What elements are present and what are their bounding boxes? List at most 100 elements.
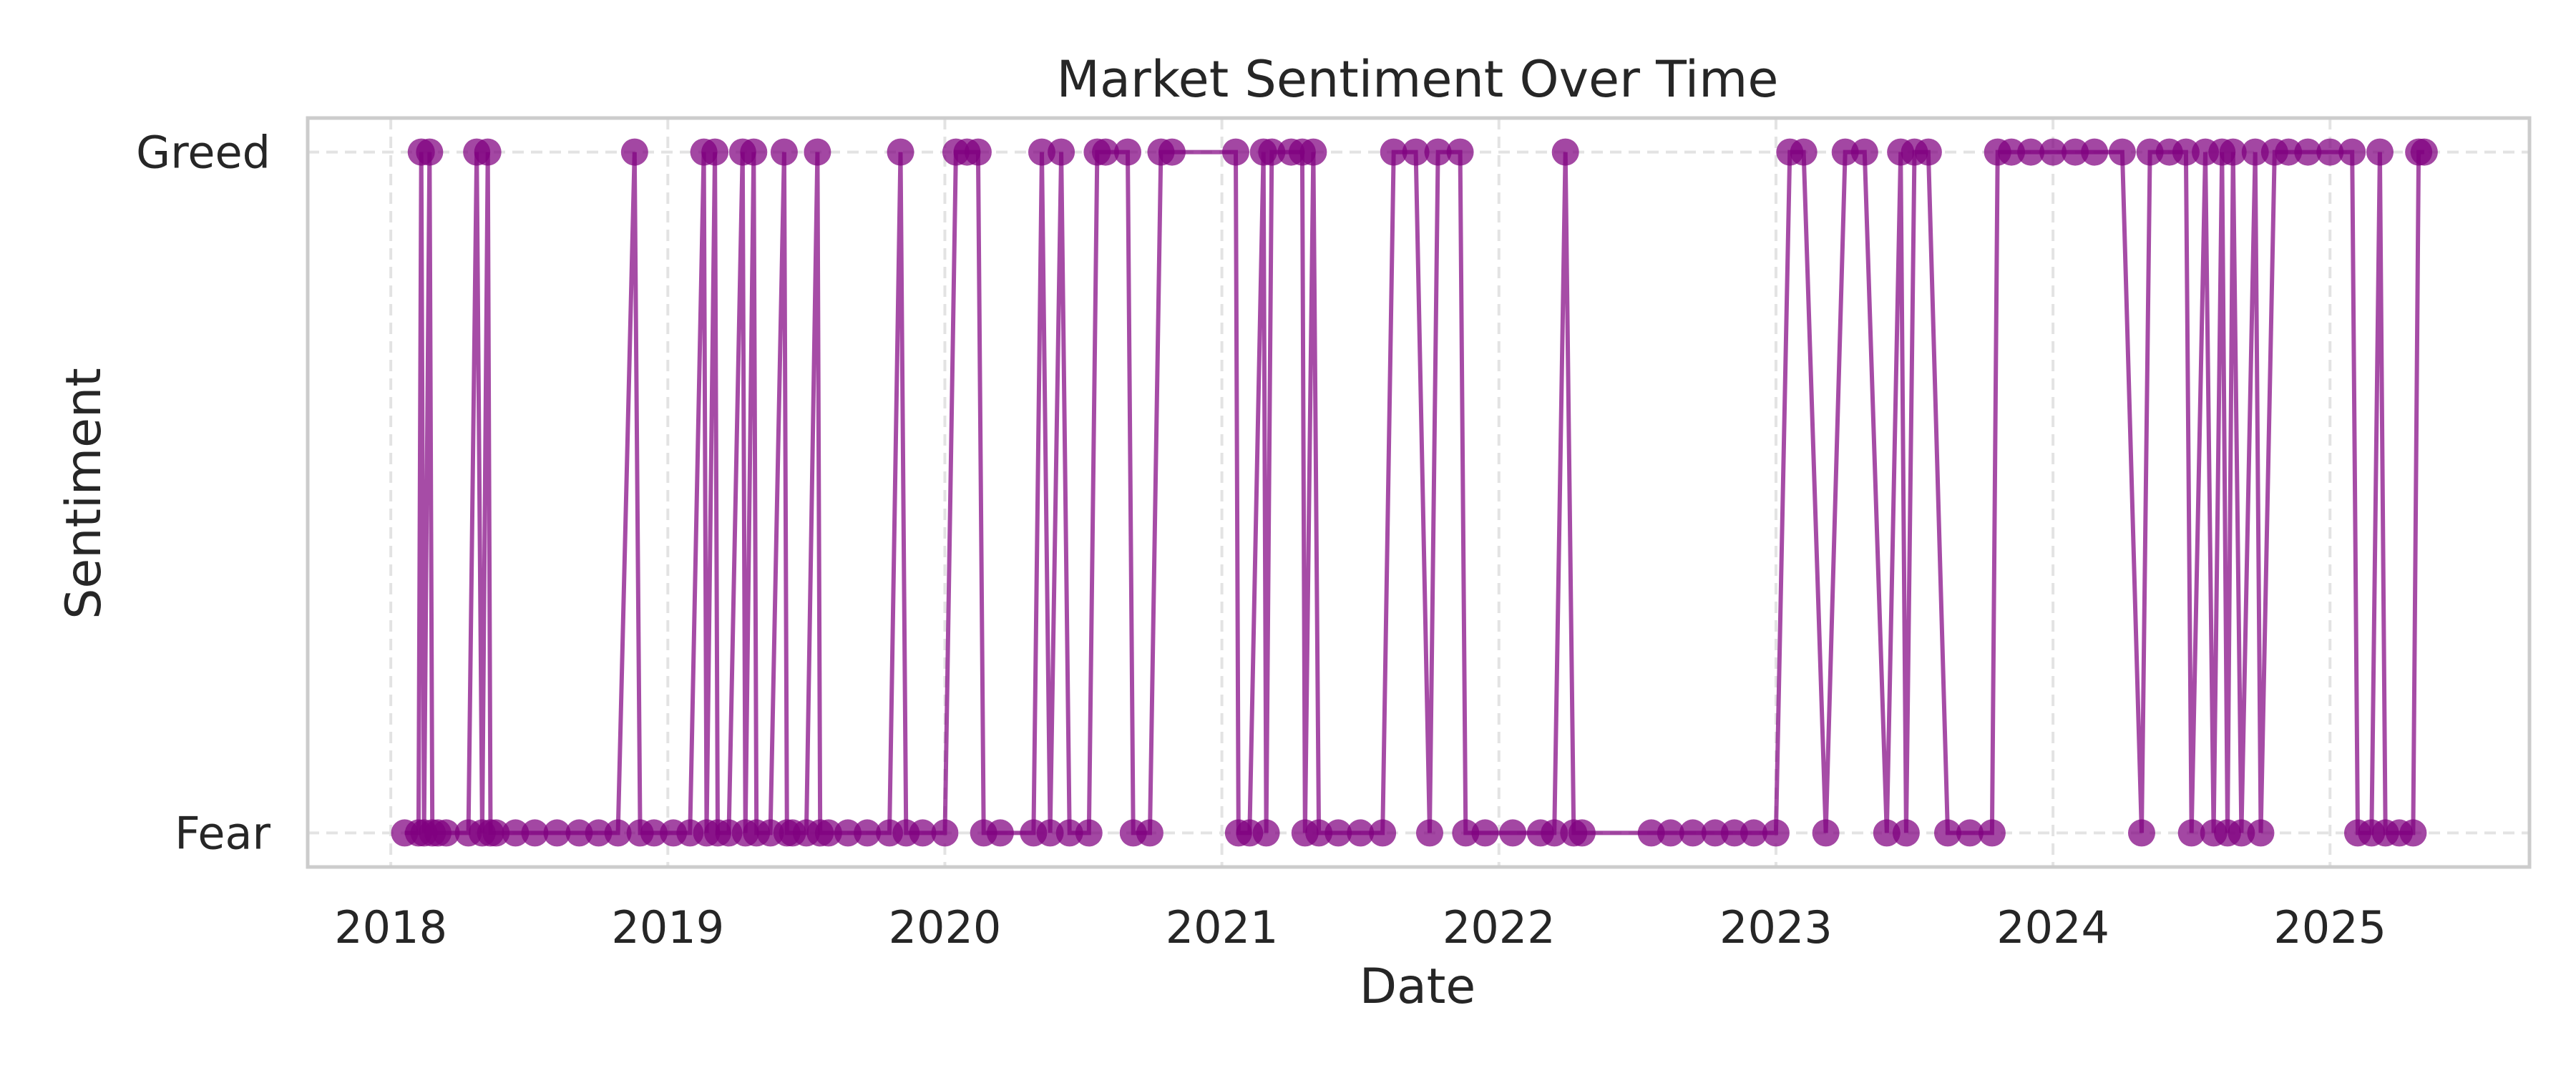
- data-point: [2366, 138, 2394, 166]
- data-point: [1998, 138, 2026, 166]
- data-point: [640, 819, 668, 847]
- data-point: [1415, 819, 1443, 847]
- data-point: [834, 819, 862, 847]
- data-point: [909, 819, 937, 847]
- data-point: [2228, 819, 2255, 847]
- data-point: [521, 819, 549, 847]
- data-point: [2410, 138, 2438, 166]
- data-point: [1812, 819, 1840, 847]
- x-tick-label: 2024: [1996, 901, 2109, 954]
- y-tick-label: Greed: [136, 127, 270, 179]
- data-point: [585, 819, 613, 847]
- data-point: [1452, 819, 1480, 847]
- data-point: [1075, 819, 1103, 847]
- data-point: [432, 819, 460, 847]
- data-point: [1402, 138, 1430, 166]
- data-point: [1978, 819, 2006, 847]
- data-point: [1541, 819, 1568, 847]
- data-point: [482, 819, 510, 847]
- plot-frame: [306, 116, 2532, 869]
- data-point: [2219, 138, 2247, 166]
- data-point: [1720, 819, 1748, 847]
- x-tick-label: 2021: [1166, 901, 1279, 954]
- x-tick-label: 2022: [1443, 901, 1556, 954]
- data-point: [2399, 819, 2427, 847]
- data-point: [1221, 138, 1249, 166]
- data-point: [1113, 138, 1141, 166]
- data-point: [1850, 138, 1878, 166]
- data-point: [1299, 138, 1327, 166]
- x-tick-labels: 2018 2019 2020 2021 2022 2023 2024 2025: [334, 901, 2386, 954]
- x-tick-label: 2020: [889, 901, 1002, 954]
- data-point: [701, 138, 729, 166]
- data-point: [1252, 819, 1280, 847]
- data-point: [620, 138, 648, 166]
- data-point: [2247, 819, 2275, 847]
- data-point: [1036, 819, 1064, 847]
- data-point: [854, 819, 882, 847]
- data-point: [502, 819, 530, 847]
- y-tick-label: Fear: [175, 807, 270, 859]
- data-point: [1637, 819, 1665, 847]
- data-point: [1424, 138, 1452, 166]
- data-point: [1873, 819, 1901, 847]
- data-point: [1551, 138, 1579, 166]
- data-point: [2136, 138, 2164, 166]
- x-tick-label: 2019: [611, 901, 724, 954]
- data-point: [416, 138, 444, 166]
- data-point: [2241, 138, 2269, 166]
- data-point: [2294, 138, 2322, 166]
- data-point: [1048, 138, 1075, 166]
- series-markers: [391, 138, 2438, 847]
- data-point: [604, 819, 632, 847]
- data-point: [1055, 819, 1083, 847]
- data-point: [1158, 138, 1186, 166]
- data-point: [1324, 819, 1352, 847]
- data-point: [543, 819, 571, 847]
- data-point: [1305, 819, 1333, 847]
- data-point: [1740, 819, 1767, 847]
- chart-title: Market Sentiment Over Time: [1057, 50, 1779, 109]
- data-point: [1568, 819, 1596, 847]
- data-point: [2338, 138, 2366, 166]
- data-point: [1831, 138, 1859, 166]
- data-point: [1380, 138, 1407, 166]
- data-point: [1933, 819, 1961, 847]
- y-tick-labels: Fear Greed: [136, 127, 270, 860]
- x-tick-label: 2023: [1719, 901, 1833, 954]
- data-point: [1258, 138, 1286, 166]
- data-point: [1092, 138, 1120, 166]
- x-axis-label: Date: [1360, 959, 1476, 1015]
- data-point: [931, 819, 959, 847]
- y-axis-label: Sentiment: [56, 368, 112, 619]
- data-point: [2127, 819, 2155, 847]
- data-point: [1701, 819, 1729, 847]
- data-point: [1471, 819, 1499, 847]
- data-point: [814, 819, 842, 847]
- data-point: [474, 138, 502, 166]
- data-point: [1347, 819, 1375, 847]
- data-point: [1679, 819, 1707, 847]
- data-point: [2062, 138, 2089, 166]
- data-point: [887, 138, 914, 166]
- data-point: [740, 138, 768, 166]
- data-point: [2316, 138, 2344, 166]
- data-point: [1657, 819, 1684, 847]
- data-point: [2017, 138, 2045, 166]
- data-point: [2108, 138, 2136, 166]
- data-point: [1956, 819, 1984, 847]
- data-point: [1028, 138, 1055, 166]
- data-point: [1914, 138, 1942, 166]
- data-point: [1892, 819, 1920, 847]
- data-point: [1762, 819, 1790, 847]
- data-point: [2172, 138, 2200, 166]
- x-tick-label: 2018: [334, 901, 447, 954]
- data-point: [2275, 138, 2303, 166]
- x-tick-label: 2025: [2273, 901, 2386, 954]
- data-point: [1369, 819, 1397, 847]
- data-point: [2039, 138, 2067, 166]
- data-point: [2177, 819, 2205, 847]
- data-point: [2081, 138, 2109, 166]
